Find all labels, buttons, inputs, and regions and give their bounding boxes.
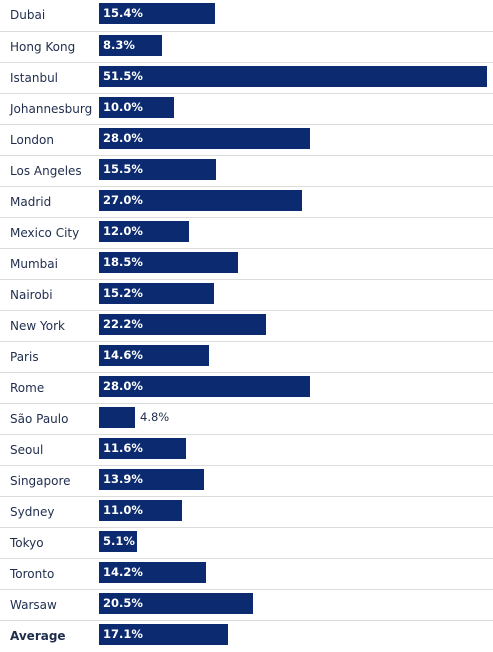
- chart-row: Mumbai 18.5%: [0, 248, 493, 279]
- category-label: Johannesburg: [10, 102, 93, 116]
- chart-row: São Paulo 4.8%: [0, 403, 493, 434]
- category-label: Los Angeles: [10, 164, 82, 178]
- value-label: 17.1%: [103, 627, 143, 641]
- chart-row: Toronto 14.2%: [0, 558, 493, 589]
- value-label: 22.2%: [103, 317, 143, 331]
- bar: [99, 376, 310, 397]
- value-label: 4.8%: [140, 410, 170, 424]
- chart-row: Average 17.1%: [0, 620, 493, 651]
- bar: [99, 438, 186, 459]
- bar: [99, 97, 174, 118]
- category-label: São Paulo: [10, 412, 69, 426]
- bar: [99, 469, 204, 490]
- category-label: Hong Kong: [10, 40, 76, 54]
- value-label: 27.0%: [103, 193, 143, 207]
- category-label: Rome: [10, 381, 45, 395]
- bar: [99, 500, 182, 521]
- value-label: 5.1%: [103, 534, 135, 548]
- bar: [99, 593, 253, 614]
- bar: [99, 345, 209, 366]
- chart-row: Mexico City 12.0%: [0, 217, 493, 248]
- bar: [99, 531, 137, 552]
- chart-row: Hong Kong 8.3%: [0, 31, 493, 62]
- value-label: 14.6%: [103, 348, 143, 362]
- category-label: Sydney: [10, 505, 55, 519]
- value-label: 11.6%: [103, 441, 143, 455]
- value-label: 13.9%: [103, 472, 143, 486]
- chart-row: Istanbul 51.5%: [0, 62, 493, 93]
- category-label: Warsaw: [10, 598, 57, 612]
- bar: [99, 562, 206, 583]
- value-label: 15.2%: [103, 286, 143, 300]
- chart-row: Madrid 27.0%: [0, 186, 493, 217]
- category-label: Dubai: [10, 8, 46, 22]
- bar: [99, 3, 215, 24]
- bar: [99, 221, 189, 242]
- chart-row: Dubai 15.4%: [0, 0, 493, 31]
- category-label: Tokyo: [10, 536, 44, 550]
- category-label: New York: [10, 319, 65, 333]
- chart-row: New York 22.2%: [0, 310, 493, 341]
- bar: [99, 190, 302, 211]
- chart-row: Los Angeles 15.5%: [0, 155, 493, 186]
- bar: [99, 35, 162, 56]
- category-label: Mexico City: [10, 226, 80, 240]
- category-label: London: [10, 133, 54, 147]
- chart-row: Johannesburg 10.0%: [0, 93, 493, 124]
- chart-row: Tokyo 5.1%: [0, 527, 493, 558]
- bar: [99, 283, 214, 304]
- category-label: Seoul: [10, 443, 44, 457]
- chart-row: Singapore 13.9%: [0, 465, 493, 496]
- category-label: Istanbul: [10, 71, 59, 85]
- value-label: 51.5%: [103, 69, 143, 83]
- bar: [99, 407, 135, 428]
- chart-row: Nairobi 15.2%: [0, 279, 493, 310]
- value-label: 15.5%: [103, 162, 143, 176]
- chart-row: Rome 28.0%: [0, 372, 493, 403]
- bar: [99, 314, 266, 335]
- category-label: Average: [10, 629, 66, 643]
- bar: [99, 128, 310, 149]
- bar: [99, 66, 487, 87]
- category-label: Madrid: [10, 195, 52, 209]
- value-label: 11.0%: [103, 503, 143, 517]
- category-label: Toronto: [10, 567, 55, 581]
- value-label: 14.2%: [103, 565, 143, 579]
- category-label: Nairobi: [10, 288, 53, 302]
- value-label: 12.0%: [103, 224, 143, 238]
- value-label: 18.5%: [103, 255, 143, 269]
- chart-row: Seoul 11.6%: [0, 434, 493, 465]
- value-label: 15.4%: [103, 6, 143, 20]
- bar: [99, 624, 228, 645]
- chart-row: Sydney 11.0%: [0, 496, 493, 527]
- bar: [99, 252, 238, 273]
- chart-row: Warsaw 20.5%: [0, 589, 493, 620]
- category-label: Mumbai: [10, 257, 58, 271]
- value-label: 10.0%: [103, 100, 143, 114]
- chart-row: London 28.0%: [0, 124, 493, 155]
- bar: [99, 159, 216, 180]
- value-label: 20.5%: [103, 596, 143, 610]
- category-label: Paris: [10, 350, 39, 364]
- value-label: 8.3%: [103, 38, 135, 52]
- value-label: 28.0%: [103, 379, 143, 393]
- chart-row: Paris 14.6%: [0, 341, 493, 372]
- category-label: Singapore: [10, 474, 71, 488]
- value-label: 28.0%: [103, 131, 143, 145]
